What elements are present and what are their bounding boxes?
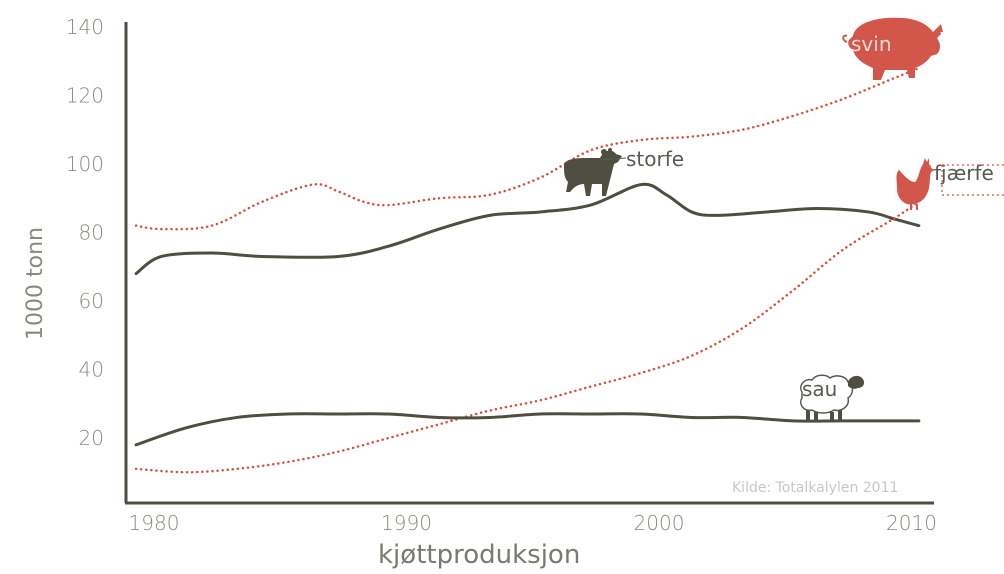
- cow-icon: [564, 148, 622, 196]
- chicken-icon: [896, 158, 935, 210]
- x-tick-label: 2000: [634, 511, 685, 535]
- series-line-fjaerfe: [134, 200, 921, 474]
- y-tick-label: 60: [79, 289, 104, 313]
- y-axis-title: 1000 tonn: [23, 227, 48, 340]
- y-tick-labels: 20 40 60 80 100 120 140: [66, 15, 104, 450]
- y-tick-label: 120: [66, 84, 104, 108]
- label-storfe: storfe: [626, 147, 684, 171]
- y-tick-label: 140: [66, 15, 104, 39]
- y-tick-label: 40: [79, 358, 104, 382]
- fjaerfe-label-box: [941, 164, 1004, 196]
- y-tick-label: 20: [79, 426, 104, 450]
- label-sau: sau: [802, 377, 837, 401]
- sheep-icon: [800, 374, 865, 420]
- storfe-leader-line: [599, 157, 627, 161]
- series-line-sau: [134, 412, 921, 447]
- series-lines: [134, 66, 921, 474]
- series-line-storfe: [134, 182, 921, 276]
- label-svin: svin: [851, 32, 892, 56]
- x-tick-label: 2010: [886, 511, 937, 535]
- series-line-svin: [134, 66, 921, 231]
- y-tick-label: 80: [79, 221, 104, 245]
- x-tick-label: 1980: [129, 511, 180, 535]
- source-note: Kilde: Totalkalylen 2011: [732, 480, 898, 496]
- y-tick-label: 100: [66, 152, 104, 176]
- x-tick-labels: 1980 1990 2000 2010: [129, 511, 937, 535]
- pig-icon: [842, 17, 943, 81]
- x-axis-title: kjøttproduksjon: [378, 540, 580, 570]
- axes: [124, 22, 934, 505]
- x-tick-label: 1990: [381, 511, 432, 535]
